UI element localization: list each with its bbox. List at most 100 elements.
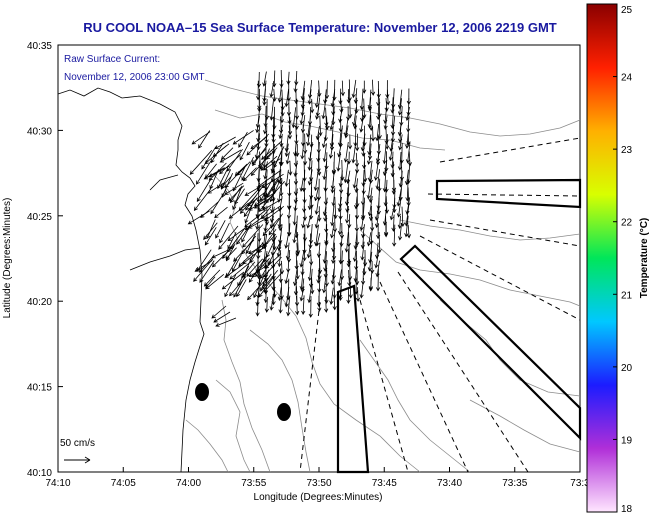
current-vector — [405, 142, 411, 164]
current-vector — [299, 178, 304, 192]
current-vector — [299, 286, 305, 302]
current-vector — [382, 142, 387, 165]
current-vector — [293, 188, 298, 204]
current-vector — [238, 189, 259, 212]
current-vector — [306, 124, 311, 147]
current-vector — [294, 250, 299, 270]
current-vector — [292, 223, 297, 244]
current-vector — [261, 205, 281, 219]
current-vector — [314, 214, 319, 229]
current-vector — [389, 206, 395, 221]
current-vector — [322, 160, 328, 181]
current-vector — [366, 179, 372, 200]
current-vector — [246, 259, 263, 277]
current-vector — [332, 296, 337, 311]
y-tick-label: 40:25 — [27, 212, 52, 223]
current-vector — [204, 227, 217, 246]
current-vector — [359, 278, 364, 299]
current-vector — [239, 195, 257, 214]
current-vector — [263, 161, 268, 180]
current-vector — [245, 233, 256, 255]
current-vector — [291, 107, 297, 129]
current-vector — [196, 249, 212, 272]
current-vector — [233, 275, 246, 298]
current-vector — [337, 215, 343, 236]
current-vector — [377, 116, 382, 140]
current-vector — [203, 222, 218, 240]
current-vector — [314, 89, 320, 109]
current-vector — [324, 152, 329, 170]
current-vector — [302, 224, 308, 242]
current-vector — [251, 258, 270, 278]
current-vector — [242, 248, 262, 265]
current-vector — [218, 225, 239, 250]
current-vector — [322, 277, 327, 294]
current-vector — [215, 220, 226, 239]
current-vector — [269, 177, 282, 203]
current-vector — [196, 160, 212, 185]
current-vector — [262, 256, 282, 278]
current-vector — [368, 277, 373, 292]
current-vector — [239, 141, 250, 161]
current-vector — [236, 279, 247, 298]
x-axis-ticks: 74:10 74:05 74:00 73:55 73:50 73:45 73:40 73:35… — [45, 467, 590, 489]
current-vector — [211, 305, 227, 319]
current-vector — [271, 150, 282, 174]
current-vector — [355, 287, 361, 302]
current-vector — [217, 168, 228, 190]
current-vector — [294, 89, 299, 105]
colorbar-tick-label: 18 — [621, 504, 633, 515]
current-vector — [219, 222, 230, 244]
current-vector — [406, 224, 411, 239]
current-vector — [227, 226, 248, 242]
current-vector — [284, 143, 289, 158]
scale-label: 50 cm/s — [60, 438, 95, 449]
current-vector — [262, 88, 267, 106]
x-tick-label: 73:40 — [437, 478, 462, 489]
current-vector — [258, 191, 276, 213]
current-vector — [316, 141, 321, 163]
current-vector — [244, 183, 266, 196]
current-vector — [244, 200, 255, 224]
colorbar-tick-label: 25 — [621, 5, 633, 16]
chart-title: RU COOL NOAA–15 Sea Surface Temperature:… — [83, 20, 557, 35]
current-vector — [384, 125, 389, 145]
current-vector — [285, 151, 290, 165]
current-vector — [370, 125, 376, 142]
current-vector — [262, 158, 281, 171]
current-vector — [302, 240, 307, 262]
current-vector — [307, 196, 312, 211]
mooring-marker — [277, 403, 291, 421]
current-vector — [287, 125, 292, 140]
current-vector — [259, 269, 270, 292]
current-vector — [229, 262, 250, 280]
current-vector — [354, 206, 360, 220]
current-vector — [306, 242, 312, 259]
current-vector — [392, 224, 397, 247]
current-vector — [191, 131, 211, 145]
current-vector — [344, 232, 349, 253]
current-vector — [219, 154, 241, 175]
current-vector — [348, 97, 353, 119]
current-vector — [193, 258, 214, 282]
current-vector — [331, 250, 336, 265]
coastline-harbor — [129, 174, 201, 271]
current-vector — [263, 116, 268, 135]
current-vector — [329, 287, 334, 306]
current-vector — [375, 269, 381, 292]
current-vector — [396, 188, 402, 207]
current-vector — [302, 205, 307, 221]
y-axis-ticks: 40:10 40:15 40:20 40:25 40:30 40:35 — [27, 41, 63, 479]
current-vector — [337, 269, 342, 287]
current-vector — [224, 274, 237, 298]
current-vector — [293, 160, 298, 178]
current-vector — [384, 223, 389, 237]
current-vector — [242, 167, 257, 182]
current-vector — [374, 250, 380, 269]
current-vector — [315, 106, 320, 120]
current-vector — [368, 241, 373, 264]
current-vector — [236, 225, 251, 245]
current-vector — [328, 142, 334, 159]
current-vector — [313, 170, 319, 192]
current-vector — [255, 214, 260, 231]
